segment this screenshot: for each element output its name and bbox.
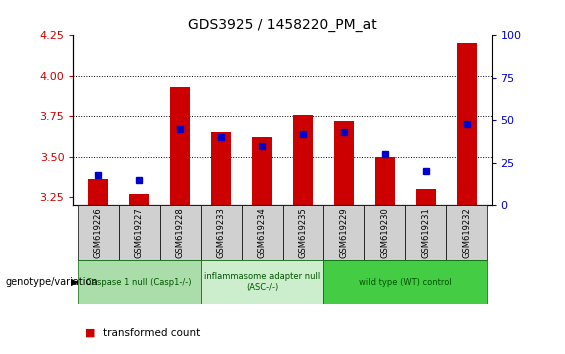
Title: GDS3925 / 1458220_PM_at: GDS3925 / 1458220_PM_at: [188, 18, 377, 32]
Bar: [77, 260, 201, 304]
Text: GSM619233: GSM619233: [216, 207, 225, 258]
Bar: [159, 205, 201, 260]
Text: genotype/variation: genotype/variation: [6, 277, 98, 287]
Text: GSM619227: GSM619227: [134, 207, 144, 258]
Text: GSM619234: GSM619234: [258, 207, 267, 258]
Bar: [406, 205, 446, 260]
Bar: [457, 44, 477, 205]
Bar: [446, 205, 488, 260]
Bar: [282, 205, 324, 260]
Text: GSM619235: GSM619235: [298, 207, 307, 258]
Bar: [416, 189, 436, 205]
Text: inflammasome adapter null
(ASC-/-): inflammasome adapter null (ASC-/-): [204, 273, 320, 292]
Text: wild type (WT) control: wild type (WT) control: [359, 278, 452, 287]
Text: GSM619230: GSM619230: [380, 207, 389, 258]
Text: GSM619232: GSM619232: [463, 207, 471, 258]
Bar: [211, 132, 231, 205]
Bar: [324, 260, 488, 304]
Bar: [88, 179, 108, 205]
Bar: [293, 115, 313, 205]
Bar: [334, 121, 354, 205]
Text: GSM619226: GSM619226: [94, 207, 102, 258]
Bar: [77, 205, 119, 260]
Text: transformed count: transformed count: [103, 328, 200, 338]
Bar: [119, 205, 159, 260]
Text: GSM619231: GSM619231: [421, 207, 431, 258]
Bar: [201, 260, 324, 304]
Bar: [201, 205, 241, 260]
Text: GSM619228: GSM619228: [176, 207, 185, 258]
Bar: [375, 157, 396, 205]
Bar: [324, 205, 364, 260]
Bar: [364, 205, 406, 260]
Text: GSM619229: GSM619229: [340, 207, 349, 258]
Bar: [129, 194, 149, 205]
Text: ■: ■: [85, 328, 95, 338]
Bar: [170, 87, 190, 205]
Bar: [241, 205, 282, 260]
Text: ▶: ▶: [71, 277, 78, 287]
Text: Caspase 1 null (Casp1-/-): Caspase 1 null (Casp1-/-): [86, 278, 192, 287]
Bar: [252, 137, 272, 205]
